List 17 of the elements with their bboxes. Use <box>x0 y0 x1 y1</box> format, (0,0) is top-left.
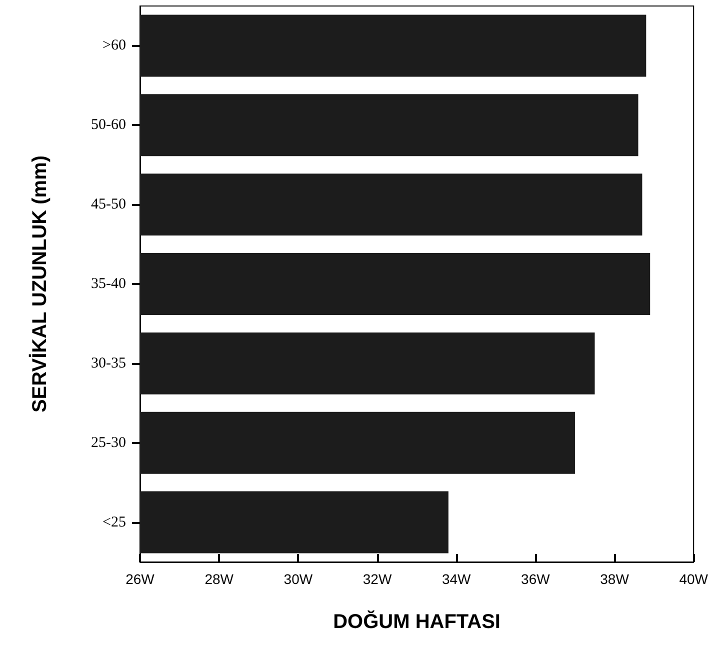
x-tick-label: 38W <box>600 571 630 587</box>
x-tick-label: 30W <box>284 571 314 587</box>
x-tick-label: 32W <box>362 571 392 587</box>
y-axis-title: SERVİKAL UZUNLUK (mm) <box>28 155 51 413</box>
y-tick-label: 45-50 <box>91 196 126 213</box>
y-tick-label: 30-35 <box>91 355 126 372</box>
y-tick-label: 35-40 <box>91 276 126 292</box>
x-tick-label: 34W <box>442 571 472 587</box>
y-tick-label: >60 <box>102 38 126 54</box>
y-tick-label: <25 <box>102 514 126 530</box>
x-tick-label: 28W <box>204 571 234 587</box>
x-tick-label: 26W <box>126 571 156 587</box>
y-tick-label: 50-60 <box>91 117 126 134</box>
y-tick-label: 25-30 <box>91 434 126 451</box>
x-tick-label: 36W <box>521 571 551 587</box>
x-axis-title: DOĞUM HAFTASI <box>333 610 501 633</box>
x-tick-label: 40W <box>679 571 709 587</box>
